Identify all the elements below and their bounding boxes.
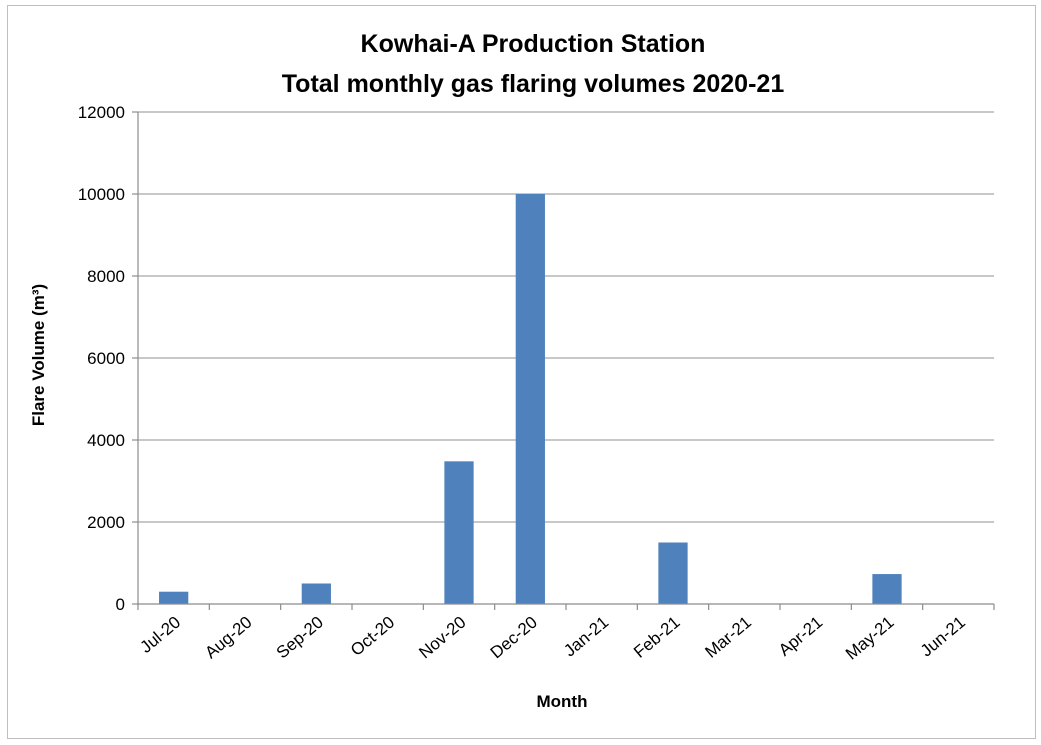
x-tick-label: Apr-21 [775,613,826,660]
bar-nov-20 [444,461,474,604]
bar-feb-21 [658,542,688,604]
y-tick-label: 12000 [78,103,125,122]
x-tick-label: Oct-20 [347,613,398,660]
y-tick-label: 0 [116,595,125,614]
x-tick-label: May-21 [842,613,898,664]
x-tick-label: Jan-21 [560,613,612,661]
y-tick-label: 2000 [87,513,125,532]
x-tick-label: Sep-20 [273,613,327,663]
x-tick-label: Jun-21 [917,613,969,661]
y-tick-label: 8000 [87,267,125,286]
chart-title-line1: Kowhai-A Production Station [361,30,706,58]
x-axis-title: Month [537,692,588,711]
y-tick-label: 4000 [87,431,125,450]
x-tick-label: Mar-21 [701,613,754,662]
x-tick-label: Aug-20 [201,613,255,663]
x-tick-label: Nov-20 [415,613,469,663]
bar-dec-20 [515,194,545,604]
x-tick-label: Dec-20 [487,613,541,663]
x-tick-label: Jul-20 [137,613,185,657]
y-tick-label: 6000 [87,349,125,368]
bar-may-21 [872,574,902,604]
bar-jul-20 [159,591,189,604]
x-tick-label: Feb-21 [630,613,683,662]
y-tick-label: 10000 [78,185,125,204]
bar-sep-20 [301,583,331,604]
y-axis-title: Flare Volume (m³) [29,284,48,426]
chart-title-line2: Total monthly gas flaring volumes 2020-2… [282,70,785,98]
